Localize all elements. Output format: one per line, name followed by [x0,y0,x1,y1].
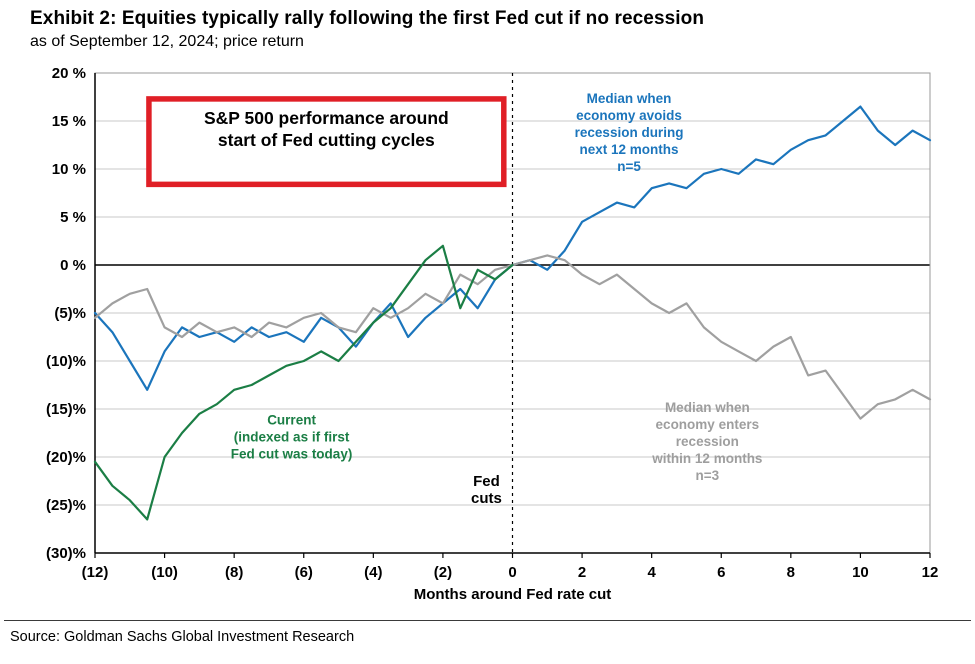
blue-series-label: Median when [587,91,672,106]
fed-cuts-label: cuts [471,490,502,507]
source-text: Source: Goldman Sachs Global Investment … [10,629,355,645]
x-tick-label: (6) [295,564,313,581]
x-tick-label: (10) [151,564,178,581]
green-series-label: Current [267,412,316,427]
y-tick-label: (10)% [46,353,86,370]
blue-series-label: recession during [575,125,684,140]
x-tick-label: 6 [717,564,725,581]
x-tick-label: 8 [787,564,795,581]
y-tick-label: 0 % [60,257,86,274]
y-tick-label: 10 % [52,161,86,178]
green-series-label: Fed cut was today) [231,446,353,461]
gray-series-label: n=3 [696,468,720,483]
x-tick-label: (8) [225,564,243,581]
exhibit-title: Exhibit 2: Equities typically rally foll… [30,8,705,29]
callout-box [146,96,507,188]
blue-series-label: economy avoids [576,108,682,123]
series-line-recession [93,254,932,420]
gray-series-label: economy enters [656,417,760,432]
gray-series-label: recession [676,434,739,449]
exhibit-subtitle: as of September 12, 2024; price return [30,33,304,50]
x-tick-label: 4 [647,564,656,581]
series-line-current [93,244,514,521]
y-tick-label: (20)% [46,449,86,466]
x-tick-label: 0 [508,564,516,581]
fed-cuts-label: Fed [473,473,500,490]
x-tick-label: 10 [852,564,869,581]
blue-series-label: n=5 [617,159,641,174]
footer-divider [4,620,971,621]
y-tick-label: (15)% [46,401,86,418]
y-tick-label: (25)% [46,497,86,514]
gray-series-label: within 12 months [651,451,762,466]
y-tick-label: (5)% [54,305,86,322]
blue-series-label: next 12 months [580,142,679,157]
y-tick-label: 15 % [52,113,86,130]
x-tick-label: (2) [434,564,452,581]
x-tick-label: 12 [922,564,939,581]
callout-box-text: S&P 500 performance around [204,108,449,128]
green-series-label: (indexed as if first [234,429,350,444]
y-tick-label: 20 % [52,65,86,82]
callout-box-text: start of Fed cutting cycles [218,130,435,150]
chart: 20 % 15 % 10 % 5 % 0 % (5)% (10)% (15)% (20)% (25… [46,65,939,603]
x-axis-label: Months around Fed rate cut [414,586,612,603]
x-tick-label: 2 [578,564,586,581]
y-tick-label: 5 % [60,209,86,226]
gray-series-label: Median when [665,400,750,415]
x-tick-label: (12) [82,564,109,581]
x-tick-label: (4) [364,564,382,581]
y-tick-label: (30)% [46,545,86,562]
